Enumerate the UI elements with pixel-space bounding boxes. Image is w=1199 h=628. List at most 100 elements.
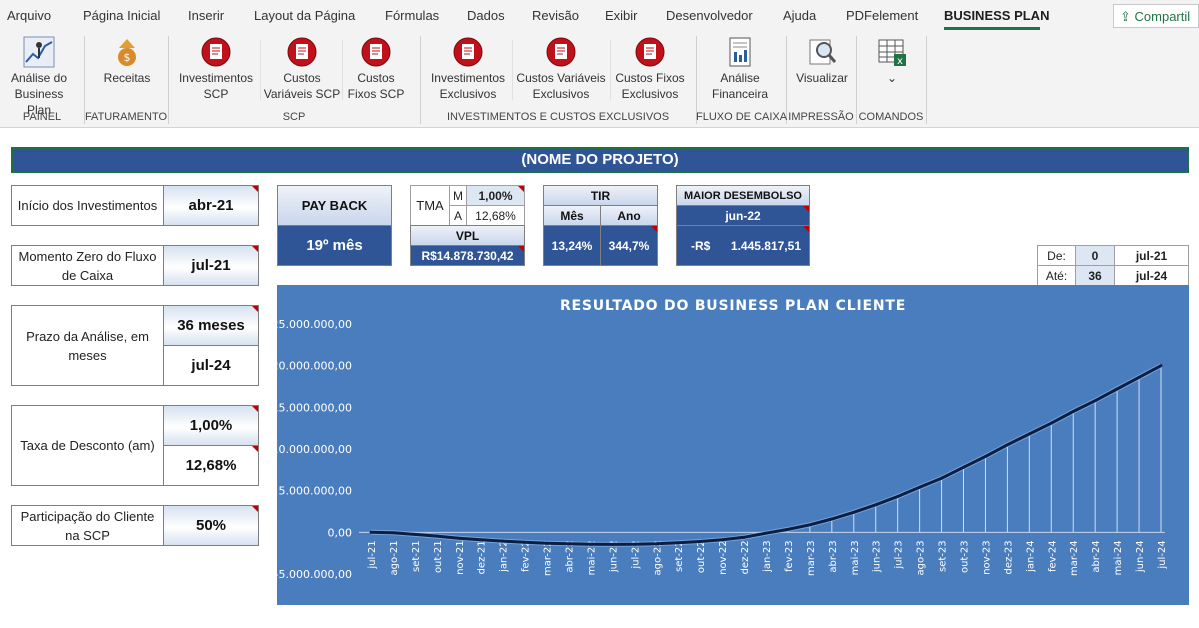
tab-dados[interactable]: Dados [467,8,505,23]
data-point [435,534,439,538]
drop-lines [787,365,1162,533]
tir-label: TIR [543,185,658,206]
y-axis: 25.000.000,00 20.000.000,00 15.000.000,00 1… [277,318,352,581]
group-comandos: COMANDOS [858,111,924,123]
x-tick-label: abr-24 [1091,540,1102,572]
x-tick-label: jun-22 [608,540,619,573]
custos-fixos-exclusivos-button[interactable]: Custos Fixos Exclusivos [612,36,688,102]
de-num[interactable]: 0 [1075,245,1115,266]
x-tick-label: mai-22 [586,540,597,575]
visualizar-label: Visualizar [796,71,848,85]
receitas-button[interactable]: $ Receitas [92,36,162,86]
data-point [391,531,395,535]
prazo-analise-value[interactable]: 36 meses [163,305,259,346]
y-tick-label: 25.000.000,00 [277,318,352,331]
data-point [984,455,987,458]
y-tick-label: 0,00 [328,526,353,539]
analise-business-plan-button[interactable]: Análise do Business Plan [2,36,76,118]
data-point [940,476,943,480]
group-separator [786,36,787,124]
series-glow [370,363,1163,547]
menu-bar: Arquivo Página Inicial Inserir Layout da… [0,0,1199,32]
svg-text:x: x [897,56,903,67]
report-icon [729,37,751,67]
x-tick-label: ago-21 [389,540,400,575]
data-point [589,542,592,546]
custos-variaveis-scp-button[interactable]: Custos Variáveis SCP [262,36,342,102]
tab-inserir[interactable]: Inserir [188,8,225,23]
taxa-mensal-value[interactable]: 1,00% [163,405,259,446]
custos-fixos-scp-button[interactable]: Custos Fixos SCP [344,36,408,102]
participacao-label: Participação do Cliente na SCP [11,505,164,546]
tir-mes-label: Mês [543,205,601,226]
x-tick-label: ago-22 [652,540,663,575]
data-point [786,528,790,531]
ate-label: Até: [1037,265,1076,286]
maior-desembolso-label: MAIOR DESEMBOLSO [676,185,810,206]
tab-pdfelement[interactable]: PDFelement [846,8,919,23]
tab-arquivo[interactable]: Arquivo [7,8,52,23]
chart-title: RESULTADO DO BUSINESS PLAN CLIENTE [560,298,906,314]
custos-variaveis-exclusivos-button[interactable]: Custos Variáveis Exclusivos [514,36,608,102]
inicio-investimentos-value[interactable]: abr-21 [163,185,259,226]
button-separator [342,40,343,100]
red-document-icon [201,37,231,67]
comandos-button[interactable]: x ⌄ [862,36,922,86]
x-tick-label: jun-24 [1135,540,1146,573]
custos-variaveis-exclusivos-label-1: Custos Variáveis [516,71,606,85]
tab-desenvolvedor[interactable]: Desenvolvedor [666,8,753,23]
vpl-value: R$14.878.730,42 [410,245,525,266]
maior-desembolso-value: 1.445.817,51 [730,238,801,253]
button-separator [512,40,513,100]
x-tick-label: fev-24 [1047,540,1058,572]
data-point [830,517,834,521]
share-button[interactable]: ⇪ Compartil [1113,4,1199,28]
tir-ano-label: Ano [600,205,658,226]
group-separator [84,36,85,124]
x-tick-label: set-22 [674,540,685,572]
tab-ajuda[interactable]: Ajuda [783,8,817,23]
x-tick-label: jul-22 [630,540,641,569]
button-separator [260,40,261,100]
investimentos-scp-button[interactable]: Investimentos SCP [174,36,258,102]
tab-business-plan[interactable]: BUSINESS PLAN [944,8,1050,23]
investimentos-exclusivos-button[interactable]: Investimentos Exclusivos [426,36,510,102]
chevron-down-icon[interactable]: ⌄ [886,71,898,85]
x-tick-label: nov-21 [455,540,466,574]
data-point [698,540,702,543]
tab-exibir[interactable]: Exibir [605,8,638,23]
taxa-desconto-label: Taxa de Desconto (am) [11,405,164,486]
tma-a-value: 12,68% [466,205,525,226]
group-painel: PAINEL [22,111,62,123]
visualizar-button[interactable]: Visualizar [792,36,852,86]
tab-revisao[interactable]: Revisão [532,8,579,23]
momento-zero-value[interactable]: jul-21 [163,245,259,286]
x-tick-label: dez-23 [1003,540,1014,574]
data-point [918,485,922,489]
business-plan-chart[interactable]: RESULTADO DO BUSINESS PLAN CLIENTE 25.00… [277,285,1189,605]
ate-num[interactable]: 36 [1075,265,1115,286]
excel-grid-icon: x [878,39,906,67]
custos-variaveis-scp-label-2: Variáveis SCP [263,87,341,101]
data-point [501,539,505,543]
data-point [369,530,373,534]
red-document-icon [453,37,483,67]
project-title[interactable]: (NOME DO PROJETO) [11,147,1189,173]
analise-financeira-label-2: Financeira [711,87,769,101]
red-document-icon [361,37,391,67]
chart-svg: RESULTADO DO BUSINESS PLAN CLIENTE 25.00… [277,298,1168,581]
tir-ano-value: 344,7% [600,225,658,266]
y-tick-label: 10.000.000,00 [277,443,352,456]
tab-formulas[interactable]: Fórmulas [385,8,440,23]
participacao-value[interactable]: 50% [163,505,259,546]
x-tick-label: mar-23 [806,540,817,576]
tab-pagina-inicial[interactable]: Página Inicial [83,8,161,23]
custos-fixos-scp-label-2: Fixos SCP [347,87,405,101]
tma-m-label: M [449,185,467,206]
analise-financeira-button[interactable]: Análise Financeira [704,36,776,102]
momento-zero-label: Momento Zero do Fluxo de Caixa [11,245,164,286]
tab-layout-da-pagina[interactable]: Layout da Página [254,8,356,23]
data-point [1093,399,1097,403]
group-separator [696,36,697,124]
share-icon: ⇪ [1120,9,1135,24]
